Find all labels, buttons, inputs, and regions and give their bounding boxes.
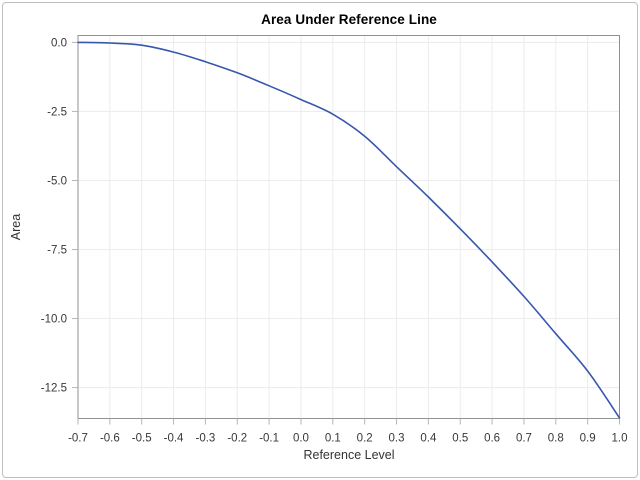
x-tick-label: -0.7 (68, 433, 88, 445)
y-tick-label: -2.5 (47, 106, 67, 118)
x-tick-label: 0.7 (516, 433, 532, 445)
x-tick-label: 0.9 (580, 433, 596, 445)
x-tick-label: 0.1 (325, 433, 341, 445)
x-tick-label: -0.5 (132, 433, 152, 445)
x-tick-label: -0.3 (195, 433, 215, 445)
x-tick-label: -0.2 (227, 433, 247, 445)
y-tick-label: 0.0 (51, 37, 67, 49)
series-line (77, 41, 621, 419)
x-tick-label: 0.5 (452, 433, 468, 445)
x-tick-label: 0.8 (548, 433, 564, 445)
plot-border (77, 35, 620, 419)
y-tick-label: -7.5 (47, 245, 67, 257)
x-tick-label: 0.0 (293, 433, 309, 445)
y-tick-label: -5.0 (47, 175, 67, 187)
y-tick-label: -10.0 (41, 314, 67, 326)
x-axis-label: Reference Level (303, 448, 395, 462)
x-tick-label: -0.4 (164, 433, 184, 445)
x-tick-label: 0.2 (357, 433, 373, 445)
y-tick-label: -12.5 (41, 383, 67, 395)
x-tick-label: -0.1 (259, 433, 279, 445)
x-tick-label: 0.6 (484, 433, 500, 445)
x-tick-label: 1.0 (612, 433, 628, 445)
y-axis-label: Area (9, 213, 23, 241)
x-tick-label: 0.4 (420, 433, 437, 445)
x-tick-label: 0.3 (389, 433, 405, 445)
chart-title: Area Under Reference Line (261, 12, 437, 27)
x-tick-label: -0.6 (100, 433, 120, 445)
